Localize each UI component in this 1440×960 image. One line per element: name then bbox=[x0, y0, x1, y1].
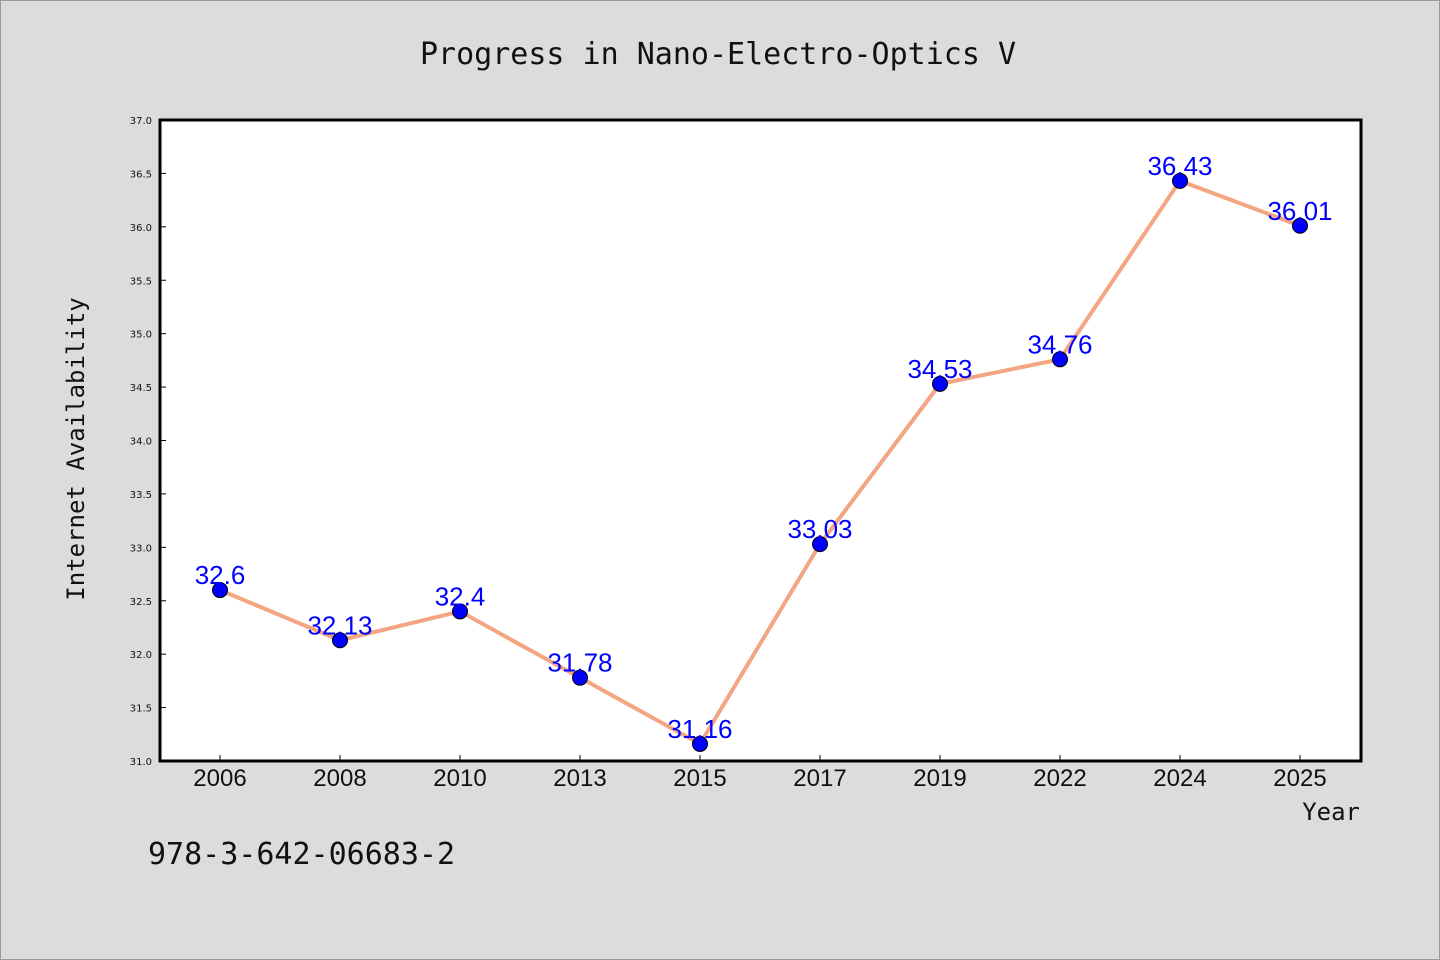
y-tick-label: 32.0 bbox=[130, 650, 152, 661]
x-tick-label: 2022 bbox=[1033, 765, 1086, 792]
x-axis-label: Year bbox=[1302, 798, 1360, 826]
data-label: 33.03 bbox=[787, 514, 852, 544]
data-label: 32.4 bbox=[435, 581, 486, 611]
y-tick-label: 31.0 bbox=[130, 757, 152, 768]
data-point bbox=[452, 603, 468, 620]
series-layer: 32.6 32.13 32.4 31.78 31.16 33.03 34.53 34.76 36… bbox=[195, 151, 1333, 752]
y-tick-label: 37.0 bbox=[130, 116, 152, 127]
y-tick-label: 34.0 bbox=[130, 437, 152, 448]
x-tick-label: 2010 bbox=[433, 765, 486, 792]
x-tick-label: 2008 bbox=[313, 765, 366, 792]
y-tick-label: 34.5 bbox=[130, 383, 152, 394]
data-point bbox=[1292, 217, 1308, 234]
data-point bbox=[1052, 351, 1068, 368]
y-axis: 31.0 31.5 32.0 32.5 33.0 33.5 34.0 34.5 35.0 35.5… bbox=[130, 116, 166, 768]
y-tick-label: 35.5 bbox=[130, 276, 152, 287]
x-tick-label: 2019 bbox=[913, 765, 966, 792]
y-tick-label: 33.5 bbox=[130, 490, 152, 501]
data-point bbox=[332, 632, 348, 649]
y-tick-label: 31.5 bbox=[130, 704, 152, 715]
data-point bbox=[572, 669, 588, 686]
y-tick-label: 32.5 bbox=[130, 597, 152, 608]
data-point bbox=[1172, 172, 1188, 189]
x-tick-label: 2015 bbox=[673, 765, 726, 792]
y-axis-label: Internet Availability bbox=[62, 297, 90, 600]
series-line bbox=[218, 178, 1302, 746]
data-point bbox=[932, 375, 948, 392]
data-label: 31.78 bbox=[547, 648, 612, 678]
x-tick-label: 2006 bbox=[193, 765, 246, 792]
data-label: 31.16 bbox=[667, 714, 732, 744]
data-label: 36.01 bbox=[1267, 196, 1332, 226]
x-tick-label: 2025 bbox=[1273, 765, 1326, 792]
x-axis: 2006 2008 2010 2013 2015 2017 2019 2022 2024 2025 bbox=[193, 755, 1327, 792]
y-tick-label: 36.5 bbox=[130, 169, 152, 180]
y-tick-label: 33.0 bbox=[130, 543, 152, 554]
data-label: 32.13 bbox=[307, 610, 372, 640]
data-label: 34.76 bbox=[1027, 329, 1092, 359]
x-tick-label: 2013 bbox=[553, 765, 606, 792]
y-tick-label: 36.0 bbox=[130, 223, 152, 234]
isbn-footnote: 978-3-642-06683-2 bbox=[148, 837, 455, 872]
plot-area bbox=[158, 118, 1363, 763]
data-label: 32.6 bbox=[195, 560, 246, 590]
x-tick-label: 2017 bbox=[793, 765, 846, 792]
data-label: 34.53 bbox=[907, 354, 972, 384]
data-point bbox=[812, 536, 828, 553]
data-point bbox=[212, 582, 228, 599]
y-tick-label: 35.0 bbox=[130, 330, 152, 341]
x-tick-label: 2024 bbox=[1153, 765, 1206, 792]
data-point bbox=[692, 735, 708, 752]
data-label: 36.43 bbox=[1147, 151, 1212, 181]
chart-title: Progress in Nano-Electro-Optics V bbox=[420, 37, 1016, 72]
